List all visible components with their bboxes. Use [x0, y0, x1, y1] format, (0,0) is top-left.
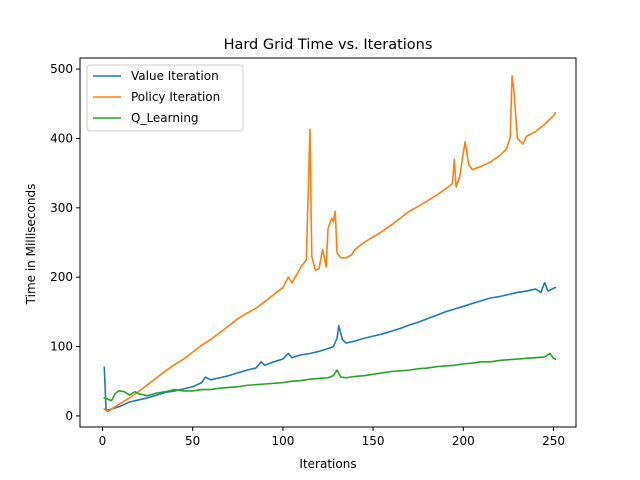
x-tick-label: 100 — [271, 434, 294, 448]
y-tick-label: 400 — [50, 131, 73, 145]
y-tick-label: 100 — [50, 340, 73, 354]
legend-label-0: Value Iteration — [131, 69, 219, 83]
y-tick-label: 0 — [65, 409, 73, 423]
y-axis-label: Time in Milliseconds — [24, 184, 38, 306]
plot-frame — [79, 57, 577, 428]
y-tick-label: 500 — [50, 62, 73, 76]
x-tick-label: 50 — [185, 434, 200, 448]
legend-label-2: Q_Learning — [131, 111, 199, 125]
chart-title: Hard Grid Time vs. Iterations — [224, 37, 433, 53]
x-axis-label: Iterations — [299, 457, 356, 471]
x-axis: 0 50 100 150 200 250 — [99, 427, 565, 448]
series-line-2 — [103, 352, 557, 402]
legend: Value Iteration Policy Iteration Q_Learnin… — [86, 64, 244, 132]
legend-box — [86, 64, 244, 132]
series-line-1 — [103, 75, 557, 413]
y-tick-label: 300 — [50, 201, 73, 215]
x-tick-label: 0 — [99, 434, 107, 448]
legend-label-1: Policy Iteration — [131, 90, 220, 104]
x-tick-label: 150 — [362, 434, 385, 448]
y-tick-label: 200 — [50, 270, 73, 284]
plot-area — [103, 75, 557, 413]
series-line-0 — [103, 281, 557, 412]
x-tick-label: 250 — [542, 434, 565, 448]
y-axis: 0 100 200 300 400 500 — [50, 62, 80, 423]
x-tick-label: 200 — [452, 434, 475, 448]
